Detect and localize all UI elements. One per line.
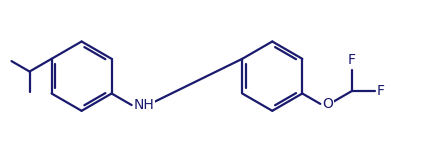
Text: O: O — [323, 97, 333, 111]
Text: F: F — [347, 53, 356, 67]
Text: F: F — [377, 84, 385, 98]
Text: NH: NH — [134, 98, 155, 112]
